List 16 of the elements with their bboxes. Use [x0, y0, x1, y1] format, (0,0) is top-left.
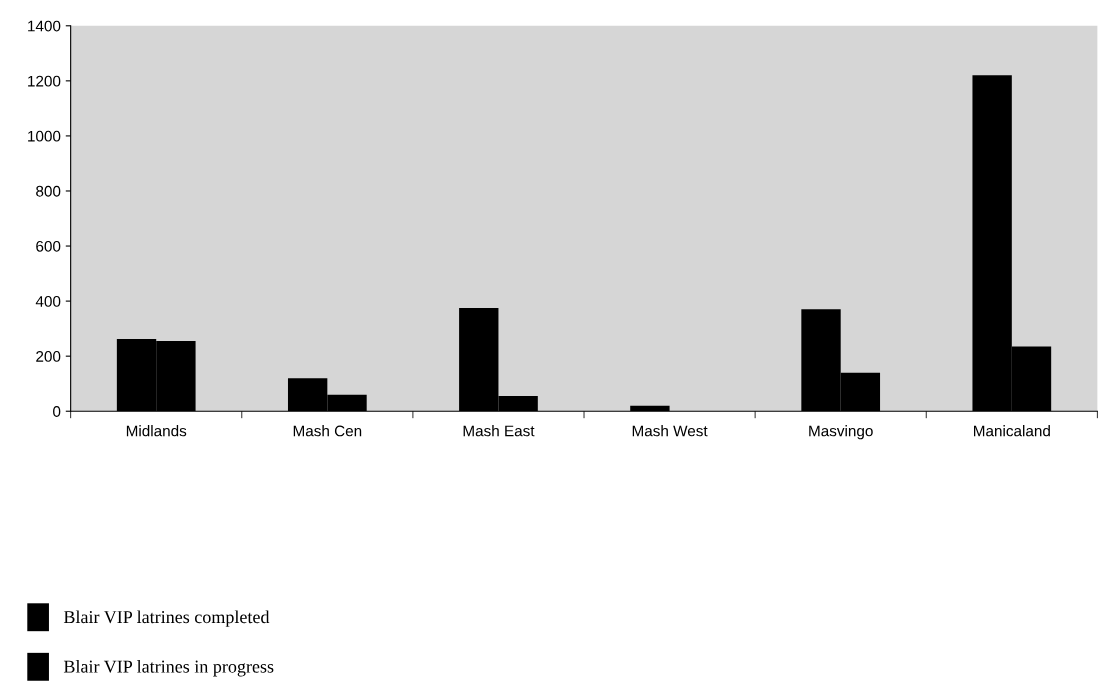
- y-tick-label: 800: [36, 185, 61, 197]
- y-tick-label: 1000: [28, 130, 61, 142]
- y-tick-label: 1200: [28, 75, 61, 87]
- x-tick-label: Midlands: [126, 425, 187, 437]
- x-tick-label: Manicaland: [974, 425, 1050, 437]
- x-tick-label: Mash West: [632, 425, 708, 437]
- y-tick-label: 400: [35, 295, 61, 307]
- x-tick-label: Mash Cen: [293, 425, 362, 437]
- y-tick-label: 200: [36, 351, 61, 362]
- legend-label: Blair VIP latrines in progress: [63, 660, 274, 677]
- y-tick-label: 0: [53, 406, 61, 417]
- legend-label: Blair VIP latrines completed: [63, 610, 270, 627]
- x-tick-label: Masvingo: [809, 425, 873, 440]
- y-tick-label: 1400: [28, 20, 61, 32]
- y-tick-label: 600: [36, 240, 61, 252]
- x-tick-label: Mash East: [463, 425, 535, 437]
